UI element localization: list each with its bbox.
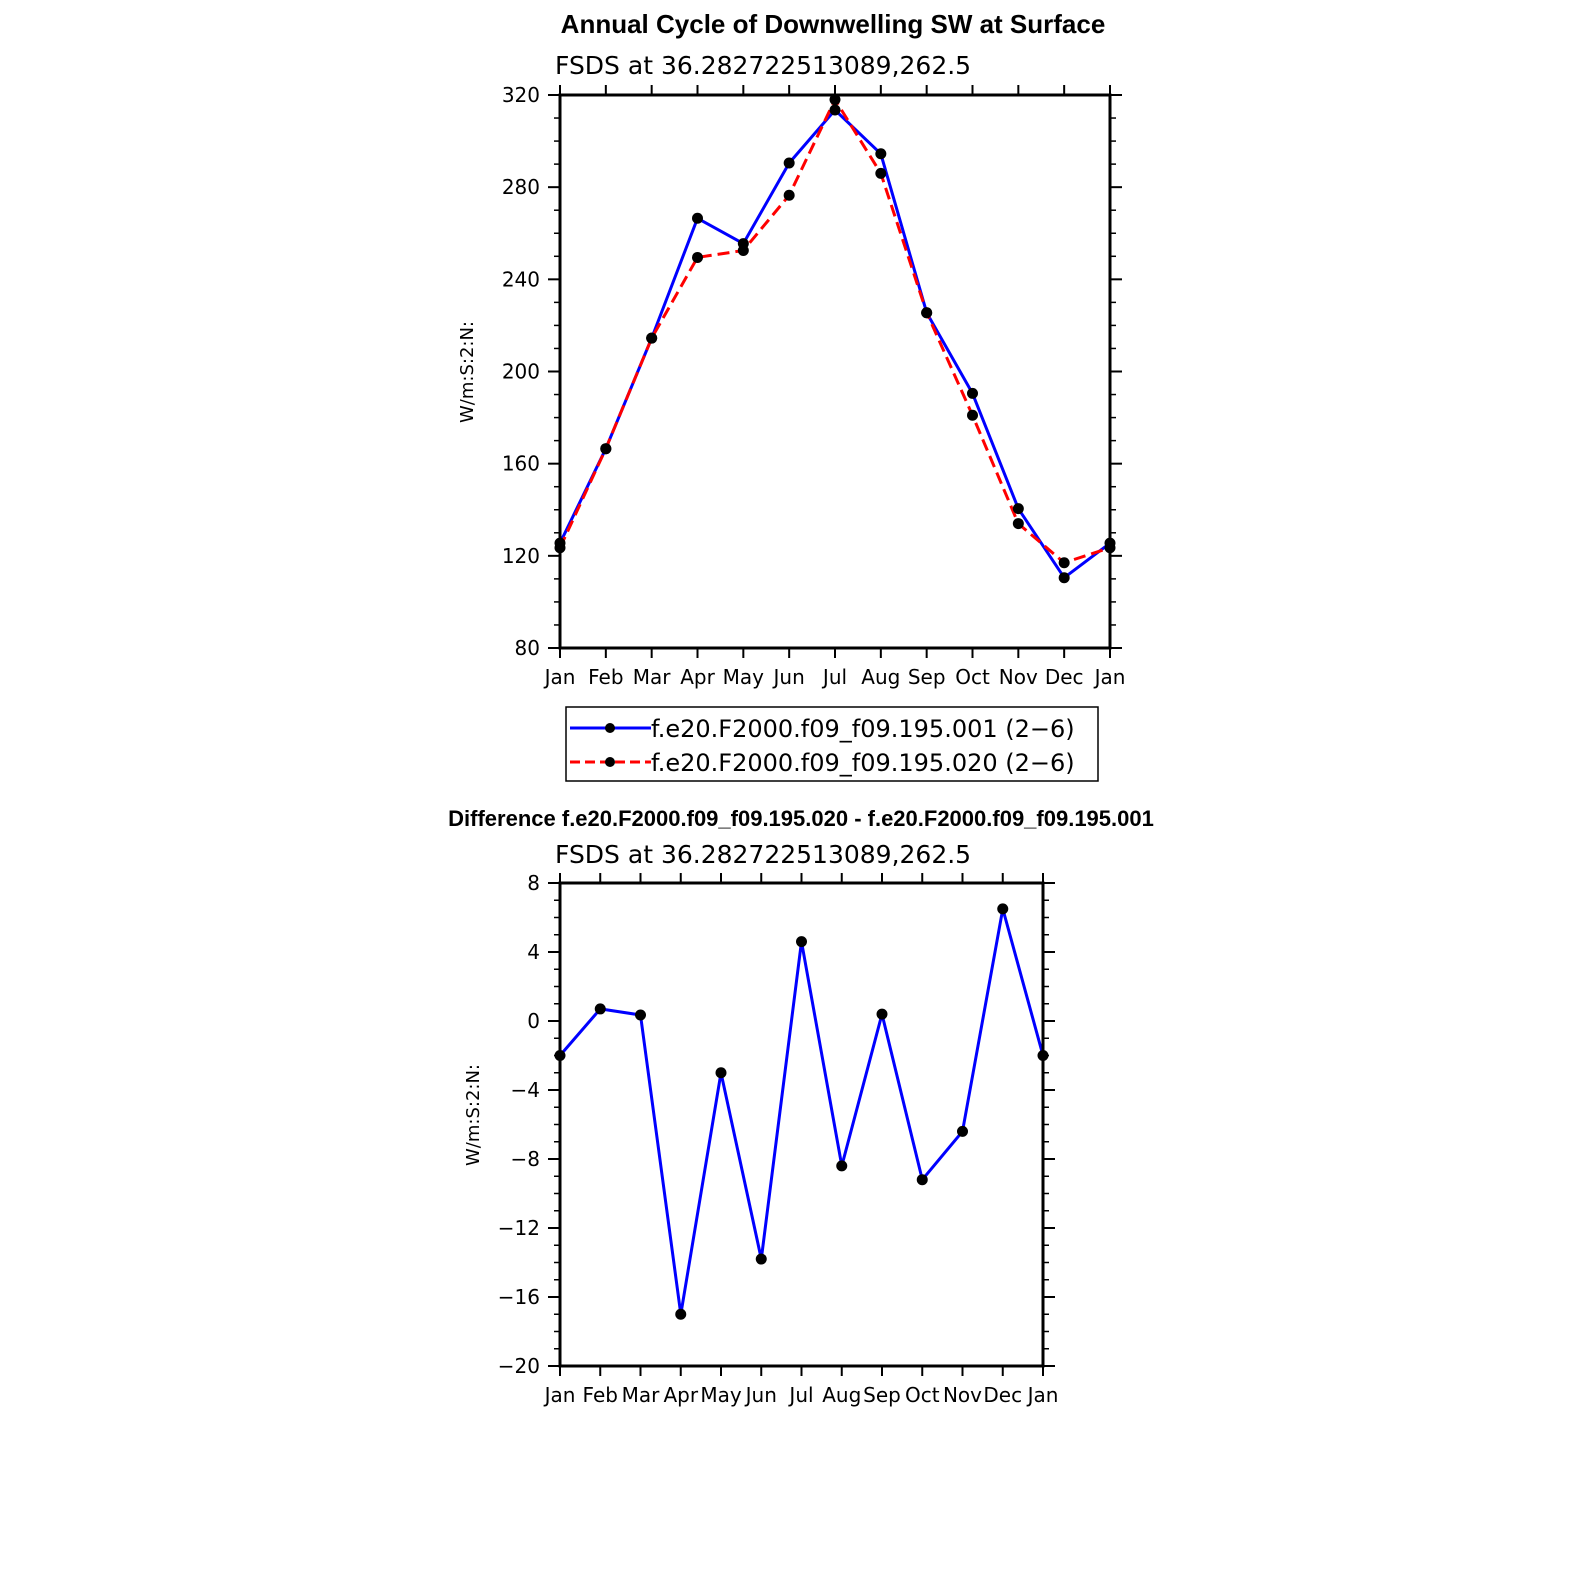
data-point <box>829 104 841 116</box>
y-axis-label: W/m:S:2:N: <box>463 1064 484 1166</box>
data-point <box>737 245 749 257</box>
annual-cycle-chart: Annual Cycle of Downwelling SW at Surfac… <box>457 9 1125 689</box>
data-point <box>921 307 933 319</box>
data-point <box>783 157 795 169</box>
x-tick-label: Jul <box>787 1383 813 1407</box>
data-point <box>1012 518 1024 530</box>
legend-label-1: f.e20.F2000.f09_f09.195.001 (2−6) <box>651 715 1075 743</box>
x-tick-label: Nov <box>999 665 1038 689</box>
y-tick-label: 200 <box>502 360 540 384</box>
y-axis-label: W/m:S:2:N: <box>457 321 478 423</box>
chart-subtitle: FSDS at 36.282722513089,262.5 <box>555 51 971 80</box>
x-tick-label: May <box>723 665 765 689</box>
x-tick-label: Feb <box>583 1383 618 1407</box>
data-point <box>967 409 978 421</box>
difference-chart: Difference f.e20.F2000.f09_f09.195.020 -… <box>448 806 1154 1407</box>
data-point <box>876 1008 888 1020</box>
data-point <box>600 443 612 455</box>
chart-subtitle: FSDS at 36.282722513089,262.5 <box>555 840 971 869</box>
data-point <box>715 1067 727 1079</box>
y-tick-label: 0 <box>527 1009 540 1033</box>
legend-marker-1 <box>605 723 615 733</box>
x-tick-label: Oct <box>905 1383 940 1407</box>
x-tick-labels: Jan Feb Mar Apr May Jun Jul Aug Sep Oct Nov Dec Jan <box>543 1383 1059 1407</box>
y-tick-label: 240 <box>502 267 540 291</box>
x-tick-label: May <box>700 1383 742 1407</box>
x-tick-label: Apr <box>680 665 715 689</box>
x-tick-labels: Jan Feb Mar Apr May Jun Jul Aug Sep Oct Nov Dec Jan <box>543 665 1126 689</box>
y-tick-label: −16 <box>498 1285 540 1309</box>
chart-title: Difference f.e20.F2000.f09_f09.195.020 -… <box>448 806 1154 831</box>
y-tick-label: 120 <box>502 544 540 568</box>
data-point <box>967 387 978 399</box>
x-tick-label: Aug <box>822 1383 861 1407</box>
data-point <box>635 1009 646 1021</box>
y-tick-label: 80 <box>515 636 540 660</box>
x-tick-label: Aug <box>861 665 900 689</box>
data-point <box>796 936 807 948</box>
y-tick-label: −20 <box>498 1354 540 1378</box>
data-point <box>1058 572 1070 584</box>
y-tick-labels: −20 −16 −12 −8 −4 0 4 8 <box>498 871 540 1378</box>
legend-label-2: f.e20.F2000.f09_f09.195.020 (2−6) <box>651 749 1075 777</box>
data-point <box>875 167 887 179</box>
x-tick-label: Feb <box>588 665 623 689</box>
x-tick-label: Mar <box>622 1383 661 1407</box>
x-tick-label: Dec <box>983 1383 1022 1407</box>
x-tick-label: Sep <box>863 1383 901 1407</box>
x-tick-label: Jul <box>821 665 847 689</box>
legend: f.e20.F2000.f09_f09.195.001 (2−6) f.e20.… <box>565 706 1099 782</box>
data-point <box>836 1160 848 1172</box>
y-tick-labels: 80 120 160 200 240 280 320 <box>502 83 540 660</box>
x-tick-label: Jan <box>1026 1383 1059 1407</box>
data-point <box>916 1174 928 1186</box>
data-point <box>755 1253 767 1265</box>
x-tick-label: Dec <box>1045 665 1084 689</box>
data-point <box>594 1003 606 1015</box>
x-tick-label: Nov <box>943 1383 982 1407</box>
x-tick-label: Jan <box>543 1383 576 1407</box>
data-point <box>875 148 887 160</box>
x-tick-label: Jan <box>543 665 576 689</box>
data-point <box>1058 557 1070 569</box>
x-tick-label: Jun <box>744 1383 777 1407</box>
data-point <box>675 1308 687 1320</box>
x-tick-label: Sep <box>908 665 946 689</box>
data-point <box>997 903 1009 915</box>
data-point <box>692 212 703 224</box>
x-tick-label: Oct <box>955 665 990 689</box>
x-tick-label: Mar <box>633 665 672 689</box>
x-tick-label: Jun <box>772 665 805 689</box>
chart-title: Annual Cycle of Downwelling SW at Surfac… <box>561 9 1106 39</box>
plot-frame <box>558 93 1112 650</box>
y-tick-label: 4 <box>527 940 540 964</box>
data-point <box>957 1125 968 1137</box>
y-tick-label: −12 <box>498 1216 540 1240</box>
y-tick-label: 320 <box>502 83 540 107</box>
y-tick-label: −8 <box>511 1147 540 1171</box>
data-point <box>829 94 841 106</box>
tick-group <box>548 873 1055 1376</box>
data-point <box>1012 503 1024 515</box>
y-tick-label: −4 <box>511 1078 540 1102</box>
x-tick-label: Jan <box>1093 665 1126 689</box>
legend-box <box>565 706 1099 782</box>
data-point <box>783 189 795 201</box>
data-point <box>692 251 703 263</box>
plot-frame <box>558 881 1045 1368</box>
series-group <box>554 94 1116 584</box>
legend-marker-2 <box>605 757 615 767</box>
series-group <box>554 903 1049 1320</box>
y-tick-label: 160 <box>502 452 540 476</box>
y-tick-label: 8 <box>527 871 540 895</box>
y-tick-label: 280 <box>502 175 540 199</box>
data-point <box>646 332 658 344</box>
x-tick-label: Apr <box>663 1383 698 1407</box>
